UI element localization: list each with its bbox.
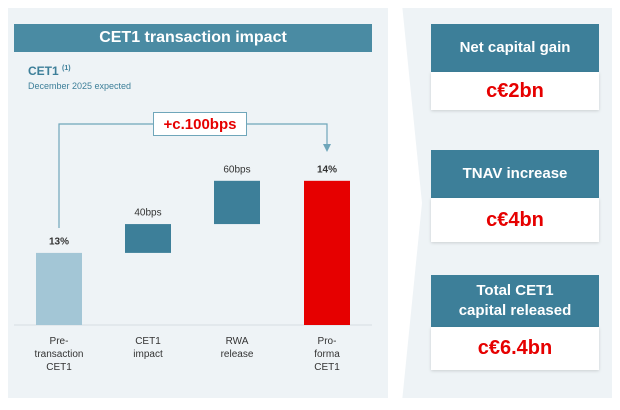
value-label: 13% bbox=[49, 237, 69, 248]
x-tick-label: CET1 impact bbox=[133, 336, 163, 360]
value-label: 60bps bbox=[223, 164, 250, 175]
x-tick-label: RWA release bbox=[220, 336, 254, 360]
bar bbox=[304, 180, 350, 325]
card-title: Net capital gain bbox=[431, 24, 599, 72]
card: Total CET1 capital released c€6.4bn bbox=[431, 275, 599, 370]
arrow-head bbox=[323, 144, 331, 152]
footnote-ref: (1) bbox=[62, 65, 71, 72]
bar bbox=[36, 252, 82, 325]
card-title: Total CET1 capital released bbox=[431, 275, 599, 327]
title-bar bbox=[14, 24, 372, 52]
x-tick-label: Pro-forma CET1 bbox=[314, 336, 340, 373]
card-value: c€4bn bbox=[431, 198, 599, 242]
card: TNAV increase c€4bn bbox=[431, 150, 599, 242]
subtitle-text: CET1 bbox=[28, 64, 59, 78]
caption: December 2025 expected bbox=[28, 81, 132, 91]
chevron bbox=[388, 4, 422, 402]
value-label: 40bps bbox=[134, 208, 161, 219]
value-label: 14% bbox=[317, 164, 337, 175]
annotation: +c.100bps bbox=[153, 112, 247, 136]
chart-title: CET1 transaction impact bbox=[99, 29, 287, 46]
x-tick-label: Pre-transaction CET1 bbox=[34, 336, 84, 373]
bar bbox=[125, 224, 171, 253]
bar bbox=[214, 180, 260, 225]
card-value: c€2bn bbox=[431, 72, 599, 110]
subtitle: CET1 (1) bbox=[28, 64, 71, 78]
card-value: c€6.4bn bbox=[431, 327, 599, 370]
card-title: TNAV increase bbox=[431, 150, 599, 198]
card: Net capital gain c€2bn bbox=[431, 24, 599, 110]
